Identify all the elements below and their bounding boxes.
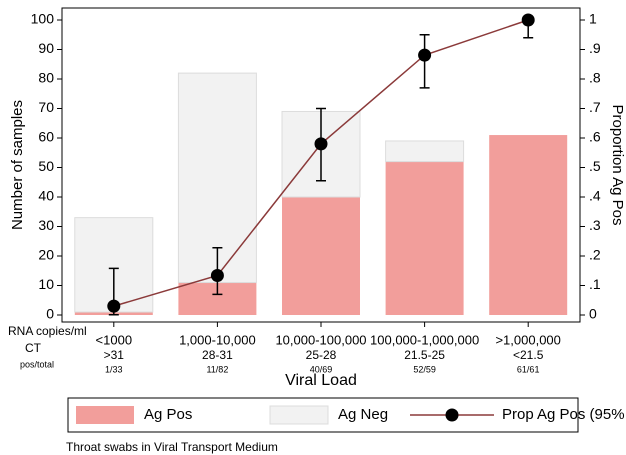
y2-tick-label: 0 bbox=[589, 306, 597, 322]
y-tick-label: 30 bbox=[38, 217, 54, 233]
legend-swatch bbox=[76, 406, 134, 424]
y2-tick-label: 1 bbox=[589, 11, 597, 27]
y2-tick-label: .7 bbox=[589, 99, 601, 115]
pos-total-label: 1/33 bbox=[105, 364, 123, 374]
ct-label: 21.5-25 bbox=[404, 348, 445, 362]
bar bbox=[282, 197, 360, 315]
y-tick-label: 50 bbox=[38, 158, 54, 174]
y-tick-label: 100 bbox=[31, 11, 55, 27]
y-tick-label: 0 bbox=[46, 306, 54, 322]
y-tick-label: 40 bbox=[38, 188, 54, 204]
x-tick-label: >1,000,000 bbox=[495, 332, 560, 347]
bar bbox=[489, 135, 568, 315]
y2-tick-label: .9 bbox=[589, 40, 601, 56]
point bbox=[107, 299, 121, 313]
y-tick-label: 90 bbox=[38, 40, 54, 56]
y-tick-label: 10 bbox=[38, 276, 54, 292]
pos-total-label: 61/61 bbox=[517, 364, 540, 374]
row-label: CT bbox=[25, 341, 42, 355]
legend-label: Prop Ag Pos (95% CI) bbox=[502, 406, 626, 423]
y2-tick-label: .8 bbox=[589, 70, 601, 86]
x-tick-label: <1000 bbox=[96, 332, 133, 347]
legend-label: Ag Neg bbox=[338, 406, 388, 423]
y-tick-label: 70 bbox=[38, 99, 54, 115]
pos-total-label: 11/82 bbox=[206, 364, 228, 374]
row-label: RNA copies/ml bbox=[8, 324, 87, 338]
y2-axis-label: Proportion Ag Pos bbox=[609, 105, 626, 226]
footnote: Throat swabs in Viral Transport Medium bbox=[66, 440, 278, 454]
bar bbox=[385, 161, 464, 315]
y2-tick-label: .1 bbox=[589, 276, 601, 292]
ct-label: 25-28 bbox=[306, 348, 337, 362]
point bbox=[521, 13, 535, 27]
y2-tick-label: .3 bbox=[589, 217, 601, 233]
row-label: pos/total bbox=[20, 359, 54, 369]
point bbox=[418, 48, 432, 62]
point bbox=[210, 268, 224, 282]
x-tick-label: 1,000-10,000 bbox=[179, 332, 256, 347]
y2-tick-label: .5 bbox=[589, 158, 601, 174]
y2-tick-label: .2 bbox=[589, 247, 601, 263]
legend-label: Ag Pos bbox=[144, 406, 192, 423]
x-axis-label: Viral Load bbox=[285, 372, 357, 389]
ct-label: 28-31 bbox=[202, 348, 233, 362]
pos-total-label: 40/69 bbox=[310, 364, 333, 374]
ct-label: <21.5 bbox=[513, 348, 544, 362]
bar bbox=[385, 140, 465, 163]
y-axis-label: Number of samples bbox=[9, 100, 26, 230]
x-tick-label: 100,000-1,000,000 bbox=[370, 332, 479, 347]
y2-tick-label: .4 bbox=[589, 188, 601, 204]
y-tick-label: 80 bbox=[38, 70, 54, 86]
y2-tick-label: .6 bbox=[589, 129, 601, 145]
y-tick-label: 20 bbox=[38, 247, 54, 263]
legend-marker bbox=[445, 408, 459, 422]
point bbox=[314, 137, 328, 151]
legend-swatch bbox=[269, 405, 329, 425]
ct-label: >31 bbox=[104, 348, 125, 362]
x-tick-label: 10,000-100,000 bbox=[275, 332, 366, 347]
pos-total-label: 52/59 bbox=[413, 364, 436, 374]
y-tick-label: 60 bbox=[38, 129, 54, 145]
